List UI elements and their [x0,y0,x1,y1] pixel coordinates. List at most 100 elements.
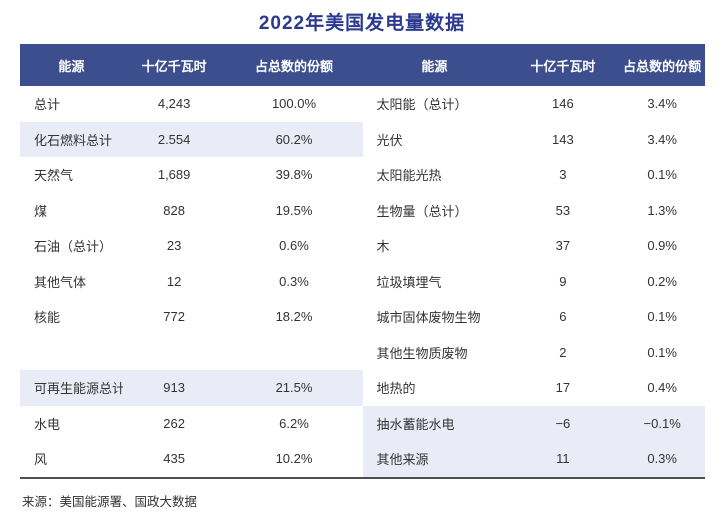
energy-name-cell: 石油（总计） [34,239,113,255]
energy-name-cell: 木 [376,239,390,255]
share-cell: 0.4% [647,380,677,396]
col-header-share: 占总数的份额 [254,58,333,74]
share-cell: 1.3% [647,202,677,218]
share-cell: 3.4% [647,96,677,112]
table-row: 石油（总计） 23 0.6% [20,228,363,264]
share-cell: 18.2% [275,309,313,325]
value-cell: 262 [163,415,185,431]
table-row: 核能 772 18.2% [20,299,363,335]
value-cell: 11 [556,451,570,467]
value-cell: 23 [166,238,182,254]
col-header-billion-kwh: 十亿千瓦时 [530,58,596,74]
energy-name-cell: 水电 [34,416,61,432]
energy-name-cell: 其他生物质废物 [376,345,468,361]
value-cell: 143 [552,131,574,147]
energy-name-cell: 其他气体 [34,274,87,290]
share-cell: 100.0% [271,96,317,112]
share-cell: 0.1% [647,344,677,360]
table-left-half: 总计 4,243 100.0% 化石燃料总计 2.554 60.2% 天然气 1… [20,86,363,477]
generation-data-table: 能源 十亿千瓦时 占总数的份额 能源 十亿千瓦时 占总数的份额 总计 4,243… [20,44,705,479]
table-row: 垃圾填埋气 9 0.2% [363,264,706,300]
table-row-empty [20,335,363,371]
value-cell: 9 [559,273,567,289]
share-cell: 39.8% [275,167,313,183]
energy-name-cell: 太阳能光热 [376,168,442,184]
share-cell: 0.1% [647,167,677,183]
table-row: 煤 828 19.5% [20,193,363,229]
source-note: 来源：美国能源署、国政大数据 [22,495,198,509]
value-cell: −6 [555,415,571,431]
table-right-half: 太阳能（总计） 146 3.4% 光伏 143 3.4% 太阳能光热 3 0.1… [362,86,706,477]
table-row: 总计 4,243 100.0% [20,86,363,122]
table-row: 天然气 1,689 39.8% [20,157,363,193]
energy-name-cell: 太阳能（总计） [376,97,468,113]
table-row: 光伏 143 3.4% [363,122,706,158]
table-row: 城市固体废物生物 6 0.1% [363,299,706,335]
energy-name-cell: 煤 [34,203,48,219]
value-cell: 12 [166,273,182,289]
share-cell: 0.9% [647,238,677,254]
table-row: 抽水蓄能水电 −6 −0.1% [362,405,705,441]
table-row: 水电 262 6.2% [20,406,363,442]
energy-name-cell: 垃圾填埋气 [376,274,442,290]
table-row: 木 37 0.9% [363,228,706,264]
table-row: 风 435 10.2% [20,441,363,477]
value-cell: 2 [559,344,567,360]
value-cell: 53 [555,202,571,218]
col-header-energy: 能源 [58,58,85,74]
table-header-right: 能源 十亿千瓦时 占总数的份额 [363,44,706,86]
col-header-energy: 能源 [421,58,448,74]
value-cell: 435 [163,451,185,467]
share-cell: −0.1% [643,415,681,431]
energy-name-cell: 光伏 [376,132,403,148]
share-cell: 19.5% [275,202,313,218]
value-cell: 1,689 [157,167,191,183]
value-cell: 913 [163,380,185,396]
energy-name-cell: 可再生能源总计 [34,381,123,397]
energy-name-cell: 生物量（总计） [376,203,468,219]
share-cell: 0.3% [279,273,309,289]
share-cell: 21.5% [275,380,313,396]
energy-name-cell: 核能 [34,310,61,326]
table-row: 生物量（总计） 53 1.3% [363,193,706,229]
value-cell: 37 [555,238,571,254]
table-row: 地热的 17 0.4% [363,370,706,406]
table-row: 可再生能源总计 913 21.5% [20,370,363,406]
energy-name-cell: 天然气 [34,168,74,184]
table-body: 总计 4,243 100.0% 化石燃料总计 2.554 60.2% 天然气 1… [20,86,705,477]
col-header-share: 占总数的份额 [623,58,702,74]
value-cell: 146 [552,96,574,112]
energy-name-cell: 城市固体废物生物 [376,310,481,326]
table-row: 其他生物质废物 2 0.1% [363,335,706,371]
page-title: 2022年美国发电量数据 [258,13,466,34]
value-cell: 6 [559,309,567,325]
energy-name-cell: 总计 [34,97,61,113]
table-row: 太阳能（总计） 146 3.4% [363,86,706,122]
table-header-left: 能源 十亿千瓦时 占总数的份额 [20,44,363,86]
value-cell: 3 [559,167,567,183]
share-cell: 0.1% [647,309,677,325]
share-cell: 3.4% [647,131,677,147]
value-cell: 828 [163,202,185,218]
table-row: 化石燃料总计 2.554 60.2% [20,121,363,157]
table-row: 其他气体 12 0.3% [20,264,363,300]
energy-name-cell: 化石燃料总计 [34,132,113,148]
share-cell: 0.2% [647,273,677,289]
value-cell: 2.554 [157,131,191,147]
value-cell: 772 [163,309,185,325]
table-row: 其他来源 11 0.3% [362,441,705,477]
table-row: 太阳能光热 3 0.1% [363,157,706,193]
value-cell: 17 [555,380,571,396]
share-cell: 0.6% [279,238,309,254]
share-cell: 10.2% [275,451,313,467]
energy-name-cell: 地热的 [376,381,416,397]
share-cell: 6.2% [279,415,309,431]
value-cell: 4,243 [157,96,191,112]
share-cell: 0.3% [647,451,677,467]
energy-name-cell: 抽水蓄能水电 [376,416,455,432]
energy-name-cell: 风 [34,452,48,468]
energy-name-cell: 其他来源 [376,452,429,468]
share-cell: 60.2% [275,131,313,147]
col-header-billion-kwh: 十亿千瓦时 [141,58,207,74]
